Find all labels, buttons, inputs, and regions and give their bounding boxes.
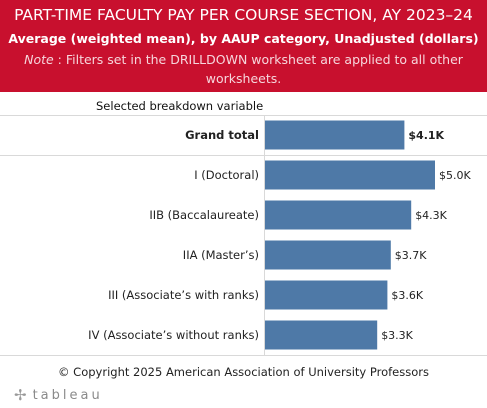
value-label: $3.6K [391, 289, 423, 302]
tableau-logo-text: tableau [32, 387, 103, 403]
column-header: Selected breakdown variable [96, 99, 264, 113]
category-label: IIB (Baccalaureate) [149, 208, 259, 222]
bar[interactable] [265, 120, 405, 150]
value-label: $4.1K [408, 129, 444, 142]
category-label: Grand total [185, 128, 259, 142]
value-label: $3.7K [395, 249, 427, 262]
chart-header: PART-TIME FACULTY PAY PER COURSE SECTION… [0, 0, 487, 92]
chart-note: Note : Filters set in the DRILLDOWN work… [16, 50, 471, 88]
bar[interactable] [265, 160, 435, 190]
value-label: $3.3K [381, 329, 413, 342]
bar[interactable] [265, 200, 412, 230]
chart-subtitle: Average (weighted mean), by AAUP categor… [8, 31, 479, 46]
note-text: : Filters set in the DRILLDOWN worksheet… [53, 52, 463, 86]
value-label: $4.3K [415, 209, 447, 222]
tableau-logo[interactable]: ✢ tableau [14, 386, 103, 404]
bar-chart: Grand total $4.1K I (Doctoral) $5.0K IIB (Ba… [0, 115, 487, 356]
category-label: III (Associate’s with ranks) [108, 288, 259, 302]
note-label: Note [24, 52, 54, 67]
chart-title: PART-TIME FACULTY PAY PER COURSE SECTION… [14, 6, 473, 24]
copyright-footer: © Copyright 2025 American Association of… [58, 365, 429, 379]
category-label: IIA (Master’s) [183, 248, 259, 262]
tableau-plus-icon: ✢ [14, 386, 27, 404]
bar[interactable] [265, 280, 388, 310]
bar[interactable] [265, 320, 378, 350]
bar[interactable] [265, 240, 391, 270]
category-label: I (Doctoral) [194, 168, 259, 182]
value-label: $5.0K [439, 169, 471, 182]
category-label: IV (Associate’s without ranks) [88, 328, 259, 342]
